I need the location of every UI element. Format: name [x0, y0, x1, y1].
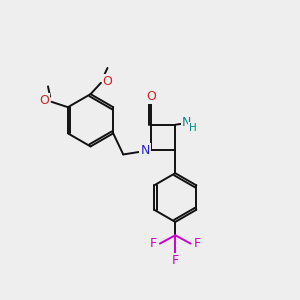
- Text: N: N: [182, 116, 191, 129]
- Text: O: O: [39, 94, 49, 107]
- Text: F: F: [172, 254, 179, 267]
- Text: H: H: [189, 123, 196, 133]
- Text: O: O: [146, 90, 156, 103]
- Text: F: F: [194, 237, 201, 250]
- Text: O: O: [103, 75, 112, 88]
- Text: F: F: [150, 237, 157, 250]
- Text: N: N: [140, 143, 150, 157]
